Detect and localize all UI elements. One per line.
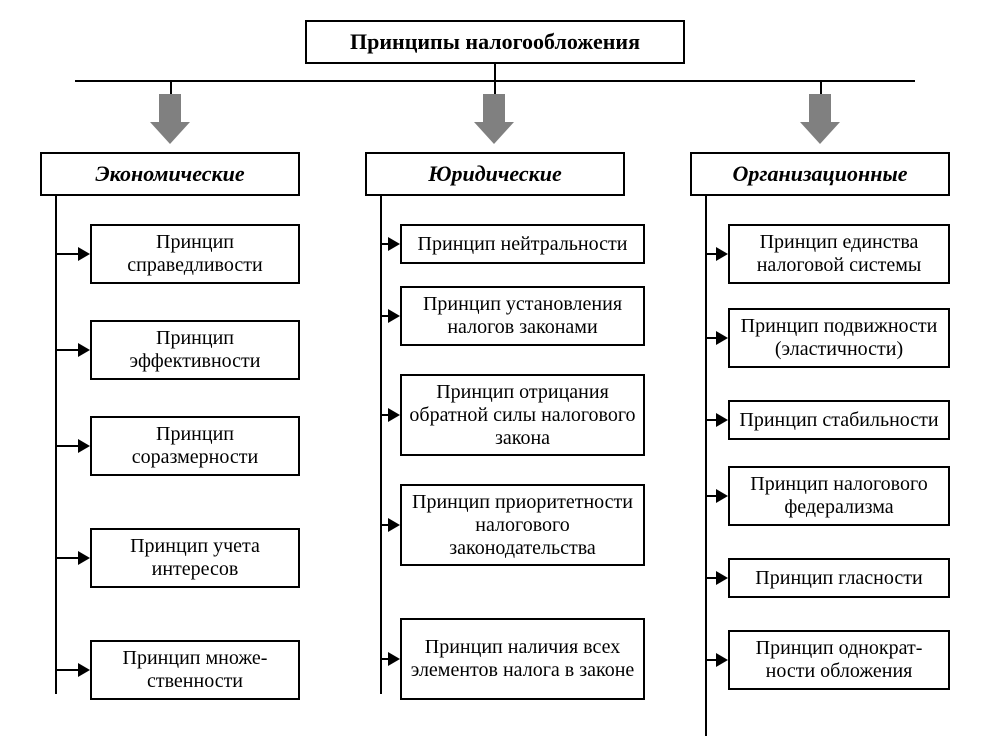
connector-line: [170, 80, 172, 94]
right-arrow-icon: [57, 663, 90, 677]
item-box: Принцип нейтральности: [400, 224, 645, 264]
item-box: Принцип приоритетности налогового законо…: [400, 484, 645, 566]
item-box: Принцип соразмерности: [90, 416, 300, 476]
column-spine: [380, 196, 382, 694]
item-box: Принцип установления налогов законами: [400, 286, 645, 346]
down-arrow-icon: [150, 94, 190, 144]
connector-line: [820, 80, 822, 94]
right-arrow-icon: [382, 237, 400, 251]
right-arrow-icon: [707, 489, 728, 503]
right-arrow-icon: [707, 413, 728, 427]
right-arrow-icon: [382, 309, 400, 323]
right-arrow-icon: [707, 571, 728, 585]
diagram-stage: Принципы налогообложения Экономические Юри…: [0, 0, 990, 747]
category-box: Юридические: [365, 152, 625, 196]
connector-line: [494, 64, 496, 80]
right-arrow-icon: [707, 653, 728, 667]
item-box: Принцип эффективности: [90, 320, 300, 380]
item-box: Принцип однократ-ности обложения: [728, 630, 950, 690]
down-arrow-icon: [474, 94, 514, 144]
right-arrow-icon: [382, 652, 400, 666]
right-arrow-icon: [707, 331, 728, 345]
title-box: Принципы налогообложения: [305, 20, 685, 64]
right-arrow-icon: [57, 551, 90, 565]
item-box: Принцип единства налоговой системы: [728, 224, 950, 284]
down-arrow-icon: [800, 94, 840, 144]
item-box: Принцип отрицания обратной силы налогово…: [400, 374, 645, 456]
item-box: Принцип множе-ственности: [90, 640, 300, 700]
item-box: Принцип справедливости: [90, 224, 300, 284]
item-box: Принцип подвижности (эластичности): [728, 308, 950, 368]
category-box: Экономические: [40, 152, 300, 196]
right-arrow-icon: [382, 408, 400, 422]
right-arrow-icon: [707, 247, 728, 261]
category-box: Организационные: [690, 152, 950, 196]
connector-line: [494, 80, 496, 94]
right-arrow-icon: [57, 247, 90, 261]
item-box: Принцип наличия всех элементов налога в …: [400, 618, 645, 700]
item-box: Принцип налогового федерализма: [728, 466, 950, 526]
item-box: Принцип стабильности: [728, 400, 950, 440]
item-box: Принцип гласности: [728, 558, 950, 598]
item-box: Принцип учета интересов: [90, 528, 300, 588]
right-arrow-icon: [382, 518, 400, 532]
right-arrow-icon: [57, 439, 90, 453]
right-arrow-icon: [57, 343, 90, 357]
